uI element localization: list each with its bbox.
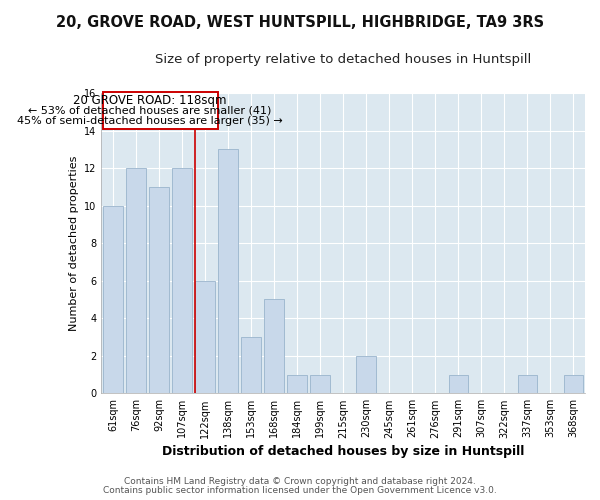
Bar <box>195 280 215 394</box>
Bar <box>103 206 122 394</box>
Bar <box>310 374 330 394</box>
Text: 45% of semi-detached houses are larger (35) →: 45% of semi-detached houses are larger (… <box>17 116 283 126</box>
X-axis label: Distribution of detached houses by size in Huntspill: Distribution of detached houses by size … <box>162 444 524 458</box>
Bar <box>218 150 238 394</box>
Text: ← 53% of detached houses are smaller (41): ← 53% of detached houses are smaller (41… <box>28 106 271 116</box>
FancyBboxPatch shape <box>103 92 218 128</box>
Bar <box>563 374 583 394</box>
Text: 20, GROVE ROAD, WEST HUNTSPILL, HIGHBRIDGE, TA9 3RS: 20, GROVE ROAD, WEST HUNTSPILL, HIGHBRID… <box>56 15 544 30</box>
Bar <box>518 374 537 394</box>
Bar <box>356 356 376 394</box>
Bar <box>126 168 146 394</box>
Bar <box>241 337 261 394</box>
Bar <box>449 374 468 394</box>
Bar <box>287 374 307 394</box>
Bar <box>172 168 192 394</box>
Text: Contains public sector information licensed under the Open Government Licence v3: Contains public sector information licen… <box>103 486 497 495</box>
Y-axis label: Number of detached properties: Number of detached properties <box>68 156 79 331</box>
Title: Size of property relative to detached houses in Huntspill: Size of property relative to detached ho… <box>155 52 532 66</box>
Bar <box>265 300 284 394</box>
Text: 20 GROVE ROAD: 118sqm: 20 GROVE ROAD: 118sqm <box>73 94 226 106</box>
Bar <box>149 187 169 394</box>
Text: Contains HM Land Registry data © Crown copyright and database right 2024.: Contains HM Land Registry data © Crown c… <box>124 477 476 486</box>
